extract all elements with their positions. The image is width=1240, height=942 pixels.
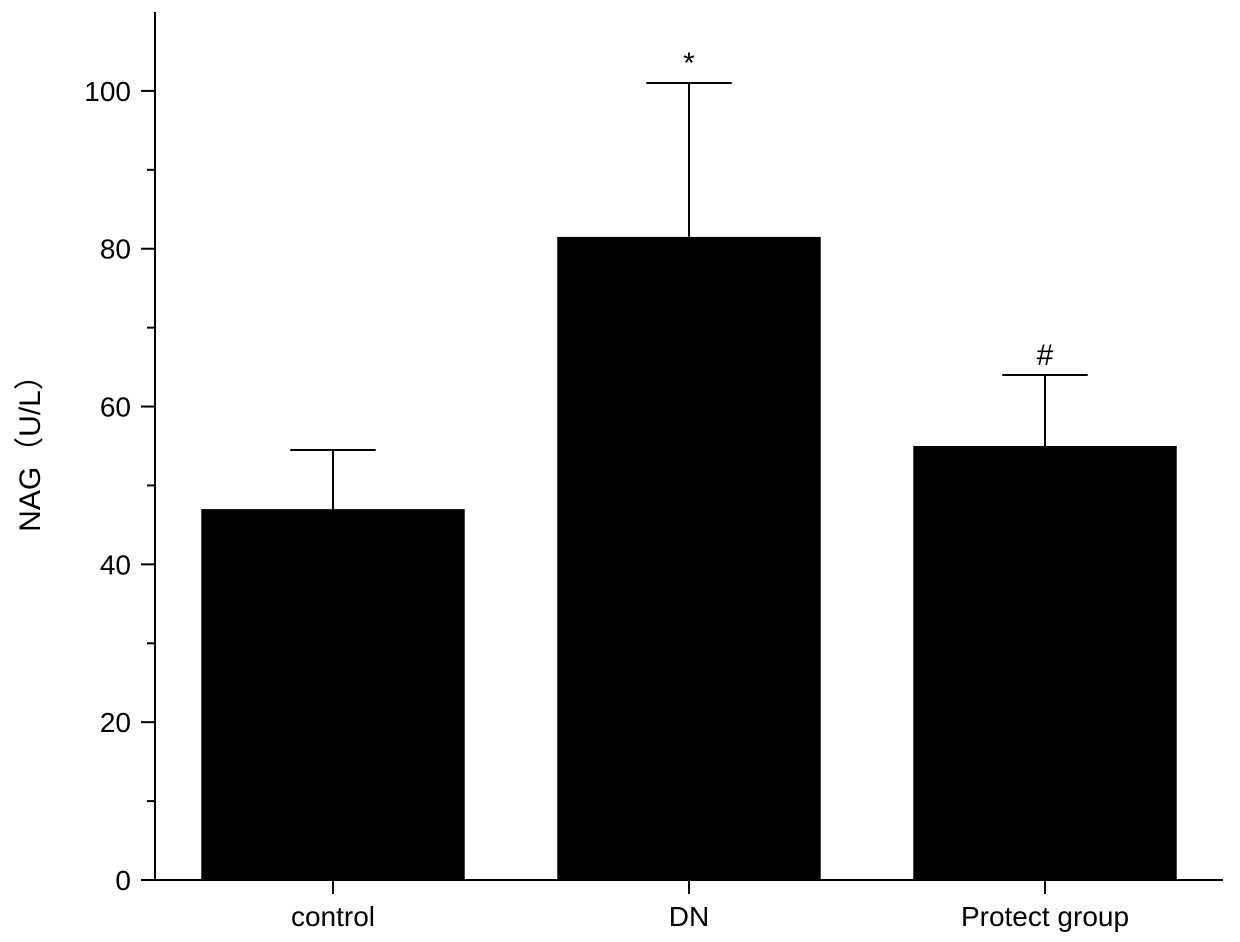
- y-tick-label-3: 60: [100, 392, 131, 423]
- y-tick-label-0: 0: [115, 865, 131, 896]
- y-axis-title: NAG（U/L）: [14, 360, 47, 532]
- bar-dn: [557, 237, 820, 880]
- x-tick-label-2: Protect group: [961, 901, 1129, 932]
- x-tick-label-1: DN: [669, 901, 709, 932]
- y-tick-label-5: 100: [84, 76, 131, 107]
- bar-control: [201, 509, 464, 880]
- significance-marker-2: #: [1037, 339, 1054, 372]
- bar-protect-group: [913, 446, 1176, 880]
- y-tick-label-1: 20: [100, 707, 131, 738]
- y-tick-label-4: 80: [100, 234, 131, 265]
- nag-bar-chart: control * DN # Protect group 0 20 40 60 80 100 NAG（…: [0, 0, 1240, 942]
- x-tick-label-0: control: [291, 901, 375, 932]
- y-tick-label-2: 40: [100, 549, 131, 580]
- significance-marker-1: *: [683, 47, 695, 80]
- chart-svg: control * DN # Protect group 0 20 40 60 80 100 NAG（…: [0, 0, 1240, 942]
